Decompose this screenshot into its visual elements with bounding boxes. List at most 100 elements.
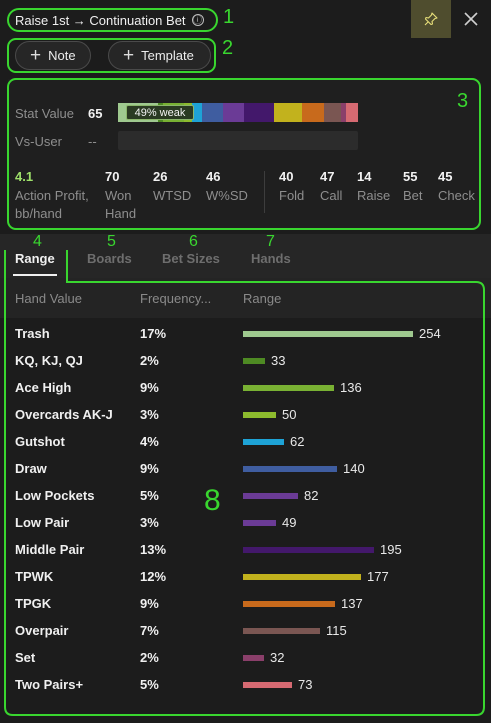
- strategy-title-text: Raise 1st → Continuation Bet: [15, 12, 186, 28]
- metric-label: Bet: [403, 188, 423, 203]
- metric-won-hand: 70 Won Hand: [105, 169, 136, 223]
- table-row[interactable]: Set 2% 32: [0, 642, 491, 669]
- range-bar: [243, 547, 374, 553]
- table-row[interactable]: Ace High 9% 136: [0, 372, 491, 399]
- range-count: 73: [298, 677, 313, 692]
- metric-value: 45: [438, 169, 453, 184]
- range-count: 32: [270, 650, 285, 665]
- range-count: 137: [341, 596, 363, 611]
- tab-bet-sizes[interactable]: Bet Sizes: [162, 251, 220, 266]
- strategy-title: Raise 1st → Continuation Bet ⓘ: [8, 9, 218, 31]
- add-note-button[interactable]: + Note: [15, 41, 91, 70]
- frequency-cell: 3%: [140, 407, 159, 422]
- range-count: 115: [326, 623, 347, 638]
- table-row[interactable]: Draw 9% 140: [0, 453, 491, 480]
- range-count: 195: [380, 542, 402, 557]
- range-bar: [243, 682, 292, 688]
- metric-raise: 14 Raise: [357, 169, 390, 205]
- frequency-cell: 17%: [140, 326, 167, 341]
- annotation-number-3: 3: [457, 90, 469, 112]
- close-button[interactable]: [458, 4, 484, 34]
- range-count: 50: [282, 407, 297, 422]
- close-icon: [464, 12, 478, 26]
- range-count: 62: [290, 434, 305, 449]
- frequency-cell: 5%: [140, 488, 159, 503]
- frequency-cell: 13%: [140, 542, 167, 557]
- frequency-cell: 9%: [140, 461, 159, 476]
- metric-label: Check: [438, 188, 475, 203]
- hand-value-cell: Low Pockets: [15, 488, 95, 503]
- range-bar: [243, 385, 334, 391]
- stat-bar-segment: [346, 103, 358, 122]
- plus-icon: +: [123, 44, 135, 66]
- table-row[interactable]: Low Pair 3% 49: [0, 507, 491, 534]
- table-row[interactable]: Overpair 7% 115: [0, 615, 491, 642]
- annotation-number-4: 4: [33, 233, 42, 250]
- table-row[interactable]: Gutshot 4% 62: [0, 426, 491, 453]
- hand-value-cell: Overpair: [15, 623, 69, 638]
- stats-panel: Stat Value 65 49% weak Vs-User -- 4.1 Ac…: [8, 79, 480, 229]
- metric-value: 40: [279, 169, 294, 184]
- frequency-cell: 7%: [140, 623, 159, 638]
- metric-label: WTSD: [153, 188, 192, 203]
- vs-user-value: --: [88, 134, 97, 149]
- hand-value-cell: Draw: [15, 461, 47, 476]
- vs-user-bar: [118, 131, 358, 150]
- range-bar: [243, 655, 264, 661]
- metric-value: 55: [403, 169, 418, 184]
- frequency-cell: 3%: [140, 515, 159, 530]
- hand-value-cell: Middle Pair: [15, 542, 85, 557]
- annotation-number-2: 2: [222, 37, 234, 59]
- metric-label: Won Hand: [105, 188, 137, 221]
- range-bar: [243, 358, 265, 364]
- frequency-cell: 9%: [140, 596, 159, 611]
- metric-wtsd: 26 WTSD: [153, 169, 191, 205]
- tab-boards[interactable]: Boards: [87, 251, 132, 266]
- table-row[interactable]: TPGK 9% 137: [0, 588, 491, 615]
- table-row[interactable]: Middle Pair 13% 195: [0, 534, 491, 561]
- range-count: 49: [282, 515, 297, 530]
- table-row[interactable]: TPWK 12% 177: [0, 561, 491, 588]
- metric-value: 26: [153, 169, 168, 184]
- table-row[interactable]: Two Pairs+ 5% 73: [0, 669, 491, 696]
- frequency-cell: 2%: [140, 353, 159, 368]
- range-bar: [243, 601, 335, 607]
- tab-bar: Range Boards Bet Sizes Hands: [0, 234, 491, 278]
- stat-bar-segment: [191, 103, 202, 122]
- active-tab-indicator: [13, 274, 57, 276]
- metric-label: Fold: [279, 188, 305, 203]
- range-bar: [243, 331, 413, 337]
- stat-bar-segment: [236, 103, 244, 122]
- stat-value: 65: [88, 106, 103, 121]
- annotation-number-7: 7: [266, 233, 275, 250]
- column-header-range[interactable]: Range: [243, 291, 282, 306]
- annotation-number-5: 5: [107, 233, 116, 250]
- template-label: Template: [141, 48, 194, 63]
- tab-hands[interactable]: Hands: [251, 251, 291, 266]
- stat-bar-segment: [223, 103, 237, 122]
- pin-button[interactable]: [411, 0, 451, 38]
- frequency-cell: 9%: [140, 380, 159, 395]
- table-row[interactable]: Trash 17% 254: [0, 318, 491, 345]
- strength-badge: 49% weak: [126, 105, 194, 120]
- column-header-frequency[interactable]: Frequency...: [140, 291, 212, 306]
- hand-value-cell: Overcards AK-J: [15, 407, 113, 422]
- metric-value: 70: [105, 169, 120, 184]
- info-icon[interactable]: ⓘ: [191, 14, 204, 26]
- table-row[interactable]: Low Pockets 5% 82: [0, 480, 491, 507]
- tab-range[interactable]: Range: [15, 251, 55, 266]
- range-bar: [243, 466, 337, 472]
- hand-value-cell: Two Pairs+: [15, 677, 84, 692]
- column-header-hand-value[interactable]: Hand Value: [15, 291, 82, 306]
- range-bar: [243, 439, 284, 445]
- range-table-body: Trash 17% 254 KQ, KJ, QJ 2% 33 Ace High 9% 136 Ov…: [0, 318, 491, 696]
- hand-value-cell: Ace High: [15, 380, 72, 395]
- table-row[interactable]: KQ, KJ, QJ 2% 33: [0, 345, 491, 372]
- table-row[interactable]: Overcards AK-J 3% 50: [0, 399, 491, 426]
- frequency-cell: 12%: [140, 569, 167, 584]
- stat-bar-segment: [302, 103, 324, 122]
- hand-value-cell: Set: [15, 650, 36, 665]
- add-template-button[interactable]: + Template: [108, 41, 211, 70]
- metric-label: Raise: [357, 188, 391, 203]
